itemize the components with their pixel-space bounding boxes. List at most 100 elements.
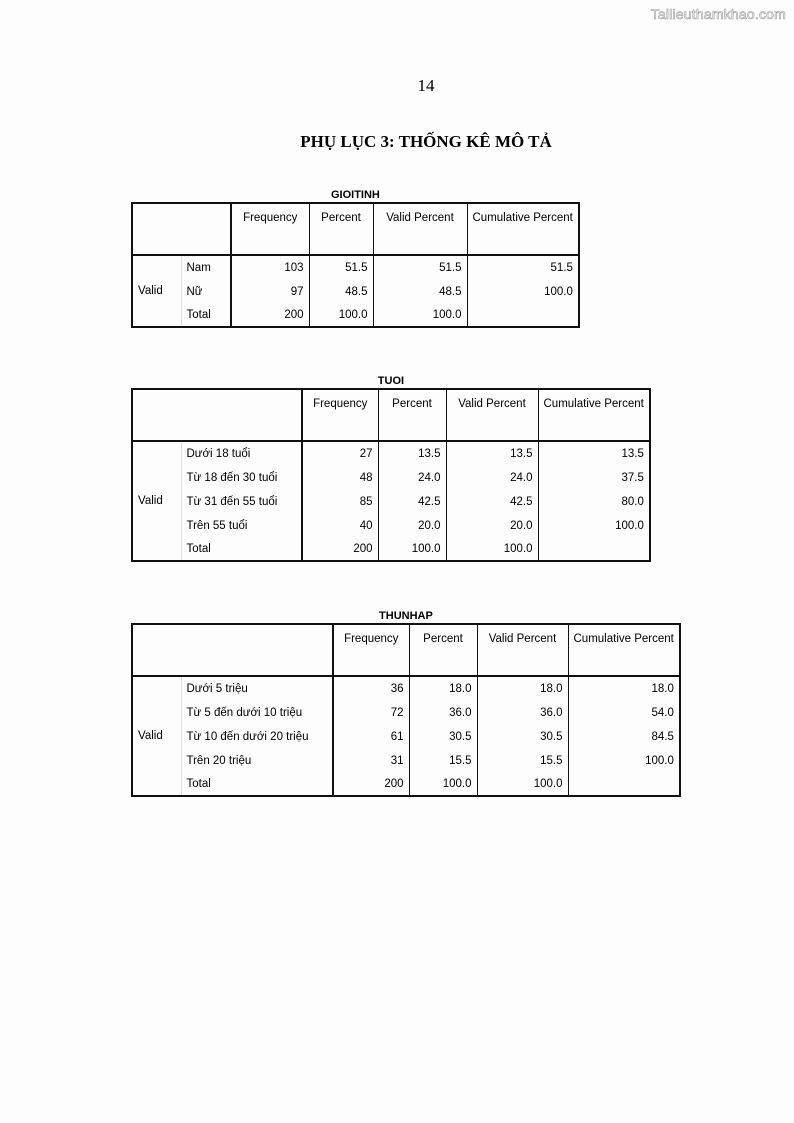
table-row: Total 200 100.0 100.0 [132, 304, 580, 327]
column-header: Frequency [301, 389, 379, 442]
page-number: 14 [417, 76, 435, 95]
cell-value: 200 [332, 773, 410, 796]
column-header: Percent [377, 389, 447, 442]
row-label: Trên 55 tuổi [180, 514, 303, 538]
cell-value: 13.5 [445, 441, 539, 466]
cell-value: 100.0 [408, 773, 478, 796]
header-row: Frequency Percent Valid Percent Cumulative … [131, 389, 651, 442]
cell-value: 51.5 [308, 255, 374, 280]
table-row: Valid Dưới 18 tuổi 27 13.5 13.5 13.5 [131, 441, 651, 561]
column-header: Valid Percent [445, 389, 539, 442]
column-header: Valid Percent [372, 203, 468, 256]
cell-value: 48 [301, 466, 379, 490]
row-label: Dưới 18 tuổi [180, 441, 303, 466]
cell-value: 40 [301, 514, 379, 538]
cell-value: 61 [332, 725, 410, 749]
column-header: Cumulative Percent [567, 624, 681, 677]
cell-value: 42.5 [377, 490, 447, 514]
cell-value: 200 [230, 304, 310, 327]
row-label: Từ 31 đến 55 tuổi [180, 490, 303, 514]
cell-value: 18.0 [408, 676, 478, 701]
cell-value: 100.0 [445, 538, 539, 561]
row-label: Từ 10 đến dưới 20 triệu [180, 725, 334, 749]
cell-value: 200 [301, 538, 379, 561]
row-label: Total [180, 538, 303, 561]
cell-value: 100.0 [308, 304, 374, 327]
stub-header [131, 389, 303, 442]
header-row: Frequency Percent Valid Percent Cumulative … [131, 203, 580, 256]
cell-value: 72 [332, 701, 410, 725]
column-header: Valid Percent [476, 624, 569, 677]
cell-value: 37.5 [537, 466, 651, 490]
column-header: Cumulative Percent [466, 203, 580, 256]
cell-value: 18.0 [476, 676, 569, 701]
cell-value: 27 [301, 441, 379, 466]
cell-value: 13.5 [537, 441, 651, 466]
table-row: Từ 31 đến 55 tuổi 85 42.5 42.5 80.0 [132, 490, 651, 514]
cell-value: 42.5 [445, 490, 539, 514]
row-label: Total [180, 304, 232, 327]
cell-value: 100.0 [372, 304, 468, 327]
table-row: Valid Nam 103 51.5 51.5 51.5 [131, 255, 580, 327]
row-label: Nữ [180, 280, 232, 304]
column-header: Frequency [332, 624, 410, 677]
cell-value: 24.0 [445, 466, 539, 490]
cell-value: 100.0 [537, 514, 651, 538]
cell-value: 13.5 [377, 441, 447, 466]
table-row: Total 200 100.0 100.0 [132, 538, 651, 561]
cell-value: 80.0 [537, 490, 651, 514]
frequency-table-tuoi: TUOI Frequency Percent Valid Percent Cumulat… [131, 374, 651, 562]
stub-header [131, 624, 334, 677]
cell-value: 97 [230, 280, 310, 304]
column-header: Cumulative Percent [537, 389, 651, 442]
cell-value [567, 773, 681, 796]
cell-value: 20.0 [377, 514, 447, 538]
cell-value: 15.5 [476, 749, 569, 773]
frequency-table-thunhap: THUNHAP Frequency Percent Valid Percent Cumu… [131, 609, 681, 797]
column-header: Frequency [230, 203, 310, 256]
table-title: TUOI [377, 375, 405, 387]
table-row: Từ 10 đến dưới 20 triệu 61 30.5 30.5 84.5 [132, 725, 681, 749]
cell-value: 51.5 [466, 255, 580, 280]
row-label: Total [180, 773, 334, 796]
cell-value: 15.5 [408, 749, 478, 773]
cell-value: 24.0 [377, 466, 447, 490]
table-title: THUNHAP [379, 610, 433, 622]
cell-value: 36.0 [476, 701, 569, 725]
cell-value: 85 [301, 490, 379, 514]
cell-value: 36 [332, 676, 410, 701]
table-row: Trên 20 triệu 31 15.5 15.5 100.0 [132, 749, 681, 773]
table-title: GIOITINH [330, 189, 380, 201]
header-row: Frequency Percent Valid Percent Cumulative … [131, 624, 681, 677]
cell-value: 18.0 [567, 676, 681, 701]
row-label: Trên 20 triệu [180, 749, 334, 773]
cell-value: 84.5 [567, 725, 681, 749]
group-label: Valid [131, 441, 181, 561]
cell-value: 100.0 [476, 773, 569, 796]
cell-value: 100.0 [377, 538, 447, 561]
table-row: Nữ 97 48.5 48.5 100.0 [132, 280, 580, 304]
row-label: Dưới 5 triệu [180, 676, 334, 701]
cell-value: 36.0 [408, 701, 478, 725]
cell-value: 30.5 [408, 725, 478, 749]
cell-value: 31 [332, 749, 410, 773]
frequency-table-gioitinh: GIOITINH Frequency Percent Valid Percent Cum… [131, 188, 580, 328]
cell-value [466, 304, 580, 327]
cell-value: 48.5 [308, 280, 374, 304]
cell-value [537, 538, 651, 561]
cell-value: 30.5 [476, 725, 569, 749]
table-row: Total 200 100.0 100.0 [132, 773, 681, 796]
cell-value: 20.0 [445, 514, 539, 538]
table-row: Từ 5 đến dưới 10 triệu 72 36.0 36.0 54.0 [132, 701, 681, 725]
cell-value: 54.0 [567, 701, 681, 725]
row-label: Nam [180, 255, 232, 280]
page-title: PHỤ LỤC 3: THỐNG KÊ MÔ TẢ [300, 132, 552, 151]
group-label: Valid [131, 676, 181, 796]
column-header: Percent [408, 624, 478, 677]
cell-value: 48.5 [372, 280, 468, 304]
table-row: Từ 18 đến 30 tuổi 48 24.0 24.0 37.5 [132, 466, 651, 490]
cell-value: 100.0 [567, 749, 681, 773]
group-label: Valid [131, 255, 181, 327]
table-row: Valid Dưới 5 triệu 36 18.0 18.0 18.0 [131, 676, 681, 796]
